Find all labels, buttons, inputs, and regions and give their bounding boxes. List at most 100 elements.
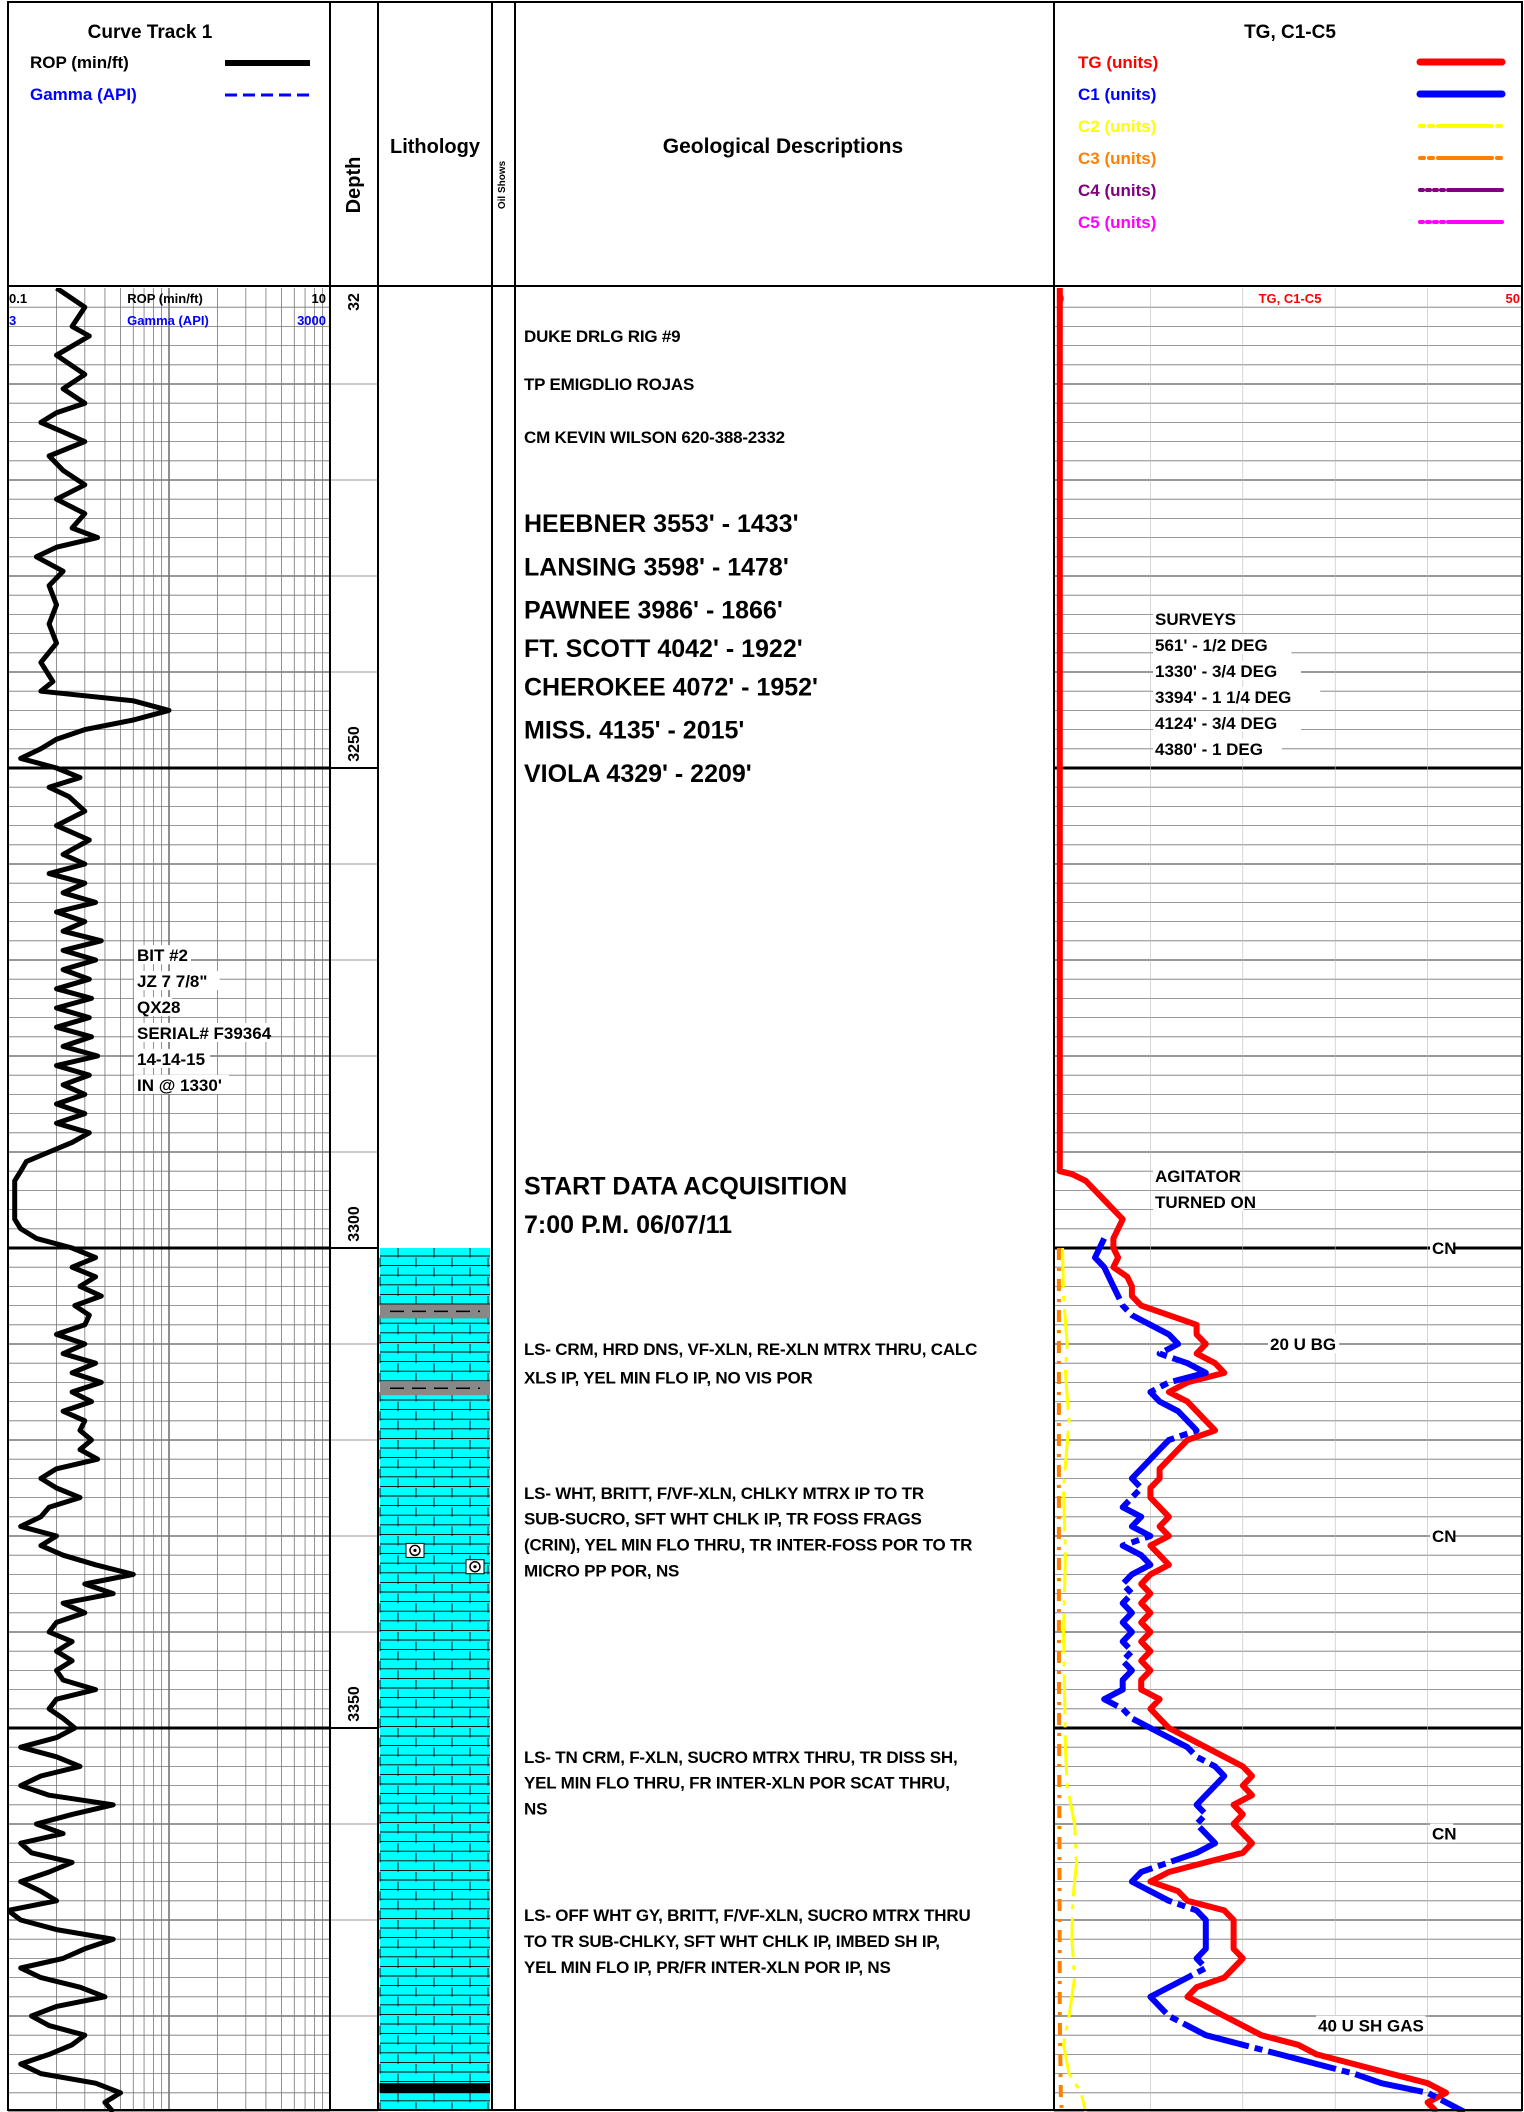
gas-legend-label: TG (units) <box>1078 53 1158 72</box>
gas-scale-max: 50 <box>1506 291 1520 306</box>
bit-annotation-bg <box>134 997 172 1017</box>
depth-label: 3250 <box>346 726 363 762</box>
description-line: VIOLA 4329' - 2209' <box>524 760 752 788</box>
curve-annotations: BIT #2 JZ 7 7/8" QX28 SERIAL# F39364 14-14-1… <box>134 945 272 1095</box>
gas-annotation-bg <box>1153 635 1292 655</box>
gas-annotations: SURVEYS 561' - 1/2 DEG 1330' - 3/4 DEG 3394… <box>1153 609 1457 2036</box>
description-line: MISS. 4135' - 2015' <box>524 717 744 745</box>
gas-legend-label: C1 (units) <box>1078 85 1156 104</box>
gas-annotation-bg <box>1268 1334 1340 1353</box>
description-line: FT. SCOTT 4042' - 1922' <box>524 635 803 663</box>
description-line: LANSING 3598' - 1478' <box>524 553 789 581</box>
gas-annotation: 561' - 1/2 DEG <box>1155 636 1268 655</box>
bit-annotation-bg <box>134 1022 267 1042</box>
gas-annotation-bg <box>1153 712 1301 732</box>
lithology-header-label: Lithology <box>390 136 481 158</box>
gas-annotation: CN <box>1432 1527 1457 1546</box>
gas-annotation-bg <box>1430 1823 1454 1843</box>
bit-annotation: QX28 <box>137 998 180 1017</box>
depth-label: 3350 <box>346 1686 363 1722</box>
rop-scale-max: 10 <box>312 291 326 306</box>
depth-top-label: 32 <box>346 293 363 311</box>
header: Curve Track 1 ROP (min/ft) Gamma (API) D… <box>30 22 1506 232</box>
gas-legend-label: C3 (units) <box>1078 149 1156 168</box>
gas-annotation: 4380' - 1 DEG <box>1155 740 1263 759</box>
gas-annotation: AGITATOR <box>1155 1167 1241 1186</box>
bit-annotation-bg <box>134 971 220 991</box>
rop-legend-label: ROP (min/ft) <box>30 53 129 72</box>
description-line: HEEBNER 3553' - 1433' <box>524 510 799 538</box>
c3-curve <box>1056 1248 1064 2112</box>
fossil-symbol-dot <box>473 1565 477 1569</box>
bit-annotation: JZ 7 7/8" <box>137 972 207 991</box>
lithology-column <box>379 1248 490 2110</box>
gas-annotation: 40 U SH GAS <box>1318 2017 1424 2036</box>
gas-annotation-bg <box>1316 2015 1426 2035</box>
description-line: (CRIN), YEL MIN FLO THRU, TR INTER-FOSS … <box>524 1536 972 1555</box>
description-line: XLS IP, YEL MIN FLO IP, NO VIS POR <box>524 1369 813 1388</box>
gas-annotation: TURNED ON <box>1155 1193 1256 1212</box>
rop-scale-min: 0.1 <box>9 291 27 306</box>
description-line: NS <box>524 1800 547 1819</box>
gas-annotation-bg <box>1430 1238 1454 1257</box>
gas-track-title: TG, C1-C5 <box>1244 22 1336 43</box>
description-line: YEL MIN FLO IP, PR/FR INTER-XLN POR IP, … <box>524 1958 891 1977</box>
curve-track-title: Curve Track 1 <box>88 22 213 43</box>
geological-descriptions: DUKE DRLG RIG #9 TP EMIGDLIO ROJAS CM KEVI… <box>524 327 977 1977</box>
bit-annotation: 14-14-15 <box>137 1050 205 1069</box>
depth-header-label: Depth <box>343 157 365 214</box>
gas-annotation-bg <box>1153 1166 1234 1185</box>
description-line: CHEROKEE 4072' - 1952' <box>524 673 818 701</box>
description-line: PAWNEE 3986' - 1866' <box>524 597 783 625</box>
description-line: CM KEVIN WILSON 620-388-2332 <box>524 428 785 447</box>
gas-legend-label: C4 (units) <box>1078 181 1156 200</box>
gas-annotation: 3394' - 1 1/4 DEG <box>1155 688 1291 707</box>
gas-annotation-bg <box>1153 661 1301 681</box>
curves <box>8 288 1466 2112</box>
gas-track-grid <box>330 288 1522 2112</box>
depth-labels: 3250 3300 3350 <box>346 726 363 1722</box>
bit-annotation: SERIAL# F39364 <box>137 1024 272 1043</box>
description-line: 7:00 P.M. 06/07/11 <box>524 1211 732 1239</box>
gas-annotation-bg <box>1430 1526 1454 1545</box>
gas-annotation: SURVEYS <box>1155 610 1236 629</box>
gas-legend-label: C5 (units) <box>1078 213 1156 232</box>
bit-annotation-bg <box>134 1074 229 1094</box>
rop-track-grid <box>7 288 331 2112</box>
description-line: DUKE DRLG RIG #9 <box>524 327 680 346</box>
bit-annotation-bg <box>134 1048 210 1068</box>
description-line: LS- WHT, BRITT, F/VF-XLN, CHLKY MTRX IP … <box>524 1484 924 1503</box>
c2-curve <box>1061 1247 1088 2112</box>
description-line: MICRO PP POR, NS <box>524 1562 679 1581</box>
description-line: LS- OFF WHT GY, BRITT, F/VF-XLN, SUCRO M… <box>524 1906 971 1925</box>
description-line: SUB-SUCRO, SFT WHT CHLK IP, TR FOSS FRAG… <box>524 1510 922 1529</box>
gas-annotation: 20 U BG <box>1270 1335 1336 1354</box>
bit-annotation: IN @ 1330' <box>137 1076 222 1095</box>
gas-annotation-bg <box>1153 738 1282 758</box>
fossil-symbol-ring <box>469 1560 481 1573</box>
gas-annotation-bg <box>1153 1191 1244 1211</box>
depth-label: 3300 <box>346 1206 363 1242</box>
gamma-scale-max: 3000 <box>297 313 326 328</box>
gas-annotation: CN <box>1432 1239 1457 1258</box>
gas-legend-label: C2 (units) <box>1078 117 1156 136</box>
gas-scale-title: TG, C1-C5 <box>1259 291 1322 306</box>
gas-annotation: 1330' - 3/4 DEG <box>1155 662 1277 681</box>
gamma-legend-label: Gamma (API) <box>30 85 137 104</box>
gas-annotation-bg <box>1153 609 1225 629</box>
fossil-symbol-ring <box>409 1544 421 1557</box>
description-line: YEL MIN FLO THRU, FR INTER-XLN POR SCAT … <box>524 1774 950 1793</box>
gas-legend: TG (units) C1 (units) C2 (units) C3 (units)… <box>1078 53 1506 232</box>
bit-annotation-bg <box>134 945 191 965</box>
shale-streak <box>380 2083 490 2094</box>
description-line: TO TR SUB-CHLKY, SFT WHT CHLK IP, IMBED … <box>524 1932 940 1951</box>
limestone-fill <box>380 1248 490 2110</box>
tg-curve <box>1056 288 1450 2112</box>
gas-annotation: 4124' - 3/4 DEG <box>1155 714 1277 733</box>
c1-curve <box>1092 1237 1466 2112</box>
scale-labels: 0.1 ROP (min/ft) 10 3 Gamma (API) 3000 0… <box>9 291 1520 328</box>
bit-annotation: BIT #2 <box>137 946 188 965</box>
description-line: START DATA ACQUISITION <box>524 1173 847 1201</box>
gamma-scale-title: Gamma (API) <box>127 313 209 328</box>
